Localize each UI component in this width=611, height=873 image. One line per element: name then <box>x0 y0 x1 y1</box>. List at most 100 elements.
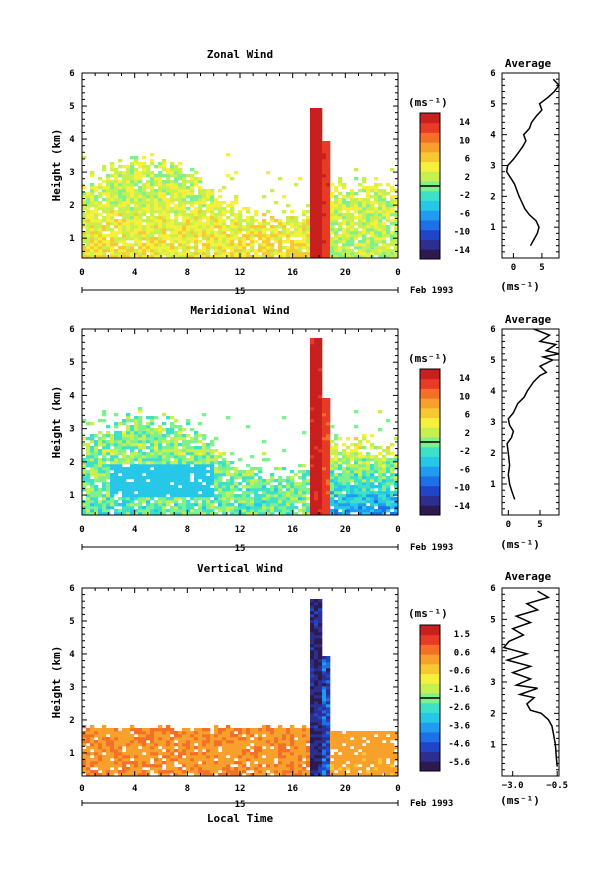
wind-cell <box>370 189 375 193</box>
wind-cell <box>242 746 247 750</box>
wind-cell <box>386 216 391 220</box>
wind-cell <box>342 252 347 256</box>
wind-cell <box>154 237 159 241</box>
wind-cell <box>226 485 231 489</box>
wind-cell <box>126 201 131 205</box>
wind-cell <box>322 213 327 217</box>
wind-cell <box>126 204 131 208</box>
wind-cell <box>318 425 323 429</box>
wind-cell <box>102 246 107 250</box>
wind-cell <box>310 440 315 444</box>
wind-cell <box>90 219 95 223</box>
wind-cell <box>306 509 311 513</box>
wind-cell <box>102 437 107 441</box>
wind-cell <box>214 252 219 256</box>
wind-cell <box>326 168 331 172</box>
wind-cell <box>138 240 143 244</box>
wind-cell <box>198 446 203 450</box>
wind-cell <box>362 455 367 459</box>
wind-cell <box>118 740 123 744</box>
wind-cell <box>322 410 327 414</box>
wind-cell <box>106 219 111 223</box>
wind-cell <box>298 773 303 777</box>
wind-cell <box>166 491 171 495</box>
wind-cell <box>322 467 327 471</box>
wind-cell <box>114 479 119 483</box>
wind-cell <box>346 225 351 229</box>
wind-cell <box>290 746 295 750</box>
wind-cell <box>182 443 187 447</box>
wind-cell <box>126 488 131 492</box>
wind-cell <box>314 189 319 193</box>
wind-cell <box>382 455 387 459</box>
wind-cell <box>90 464 95 468</box>
wind-cell <box>154 246 159 250</box>
wind-cell <box>314 359 319 363</box>
wind-cell <box>166 482 171 486</box>
wind-cell <box>162 746 167 750</box>
wind-cell <box>118 443 123 447</box>
wind-cell <box>186 479 191 483</box>
wind-cell <box>294 222 299 226</box>
wind-cell <box>206 255 211 259</box>
wind-cell <box>162 497 167 501</box>
wind-cell <box>194 482 199 486</box>
wind-cell <box>378 231 383 235</box>
wind-cell <box>250 228 255 232</box>
wind-cell <box>366 243 371 247</box>
wind-cell <box>250 476 255 480</box>
wind-cell <box>242 509 247 513</box>
wind-cell <box>162 734 167 738</box>
wind-cell <box>310 144 315 148</box>
wind-cell <box>314 120 319 124</box>
wind-cell <box>150 764 155 768</box>
wind-cell <box>350 234 355 238</box>
wind-cell <box>190 494 195 498</box>
wind-cell <box>162 773 167 777</box>
wind-cell <box>86 740 91 744</box>
wind-cell <box>134 737 139 741</box>
wind-cell <box>122 767 127 771</box>
wind-cell <box>222 503 227 507</box>
wind-cell <box>178 204 183 208</box>
wind-cell <box>290 234 295 238</box>
wind-cell <box>186 419 191 423</box>
wind-cell <box>222 452 227 456</box>
wind-cell <box>190 752 195 756</box>
wind-cell <box>142 770 147 774</box>
wind-cell <box>310 183 315 187</box>
wind-cell <box>258 234 263 238</box>
wind-cell <box>150 216 155 220</box>
wind-cell <box>314 764 319 768</box>
wind-cell <box>230 731 235 735</box>
wind-cell <box>330 210 335 214</box>
wind-cell <box>230 503 235 507</box>
wind-cell <box>226 488 231 492</box>
wind-cell <box>354 237 359 241</box>
wind-cell <box>278 237 283 241</box>
wind-cell <box>314 192 319 196</box>
wind-cell <box>314 177 319 181</box>
colorbar-swatch <box>420 398 440 409</box>
wind-cell <box>394 506 399 510</box>
wind-cell <box>318 455 323 459</box>
wind-cell <box>106 440 111 444</box>
wind-cell <box>198 743 203 747</box>
wind-cell <box>234 222 239 226</box>
wind-cell <box>126 186 131 190</box>
wind-cell <box>334 491 339 495</box>
wind-cell <box>286 767 291 771</box>
wind-cell <box>122 183 127 187</box>
wind-cell <box>222 249 227 253</box>
wind-cell <box>314 159 319 163</box>
wind-cell <box>358 512 363 516</box>
wind-cell <box>94 440 99 444</box>
wind-cell <box>330 479 335 483</box>
wind-cell <box>338 482 343 486</box>
wind-cell <box>110 204 115 208</box>
wind-cell <box>218 731 223 735</box>
wind-cell <box>158 219 163 223</box>
wind-cell <box>202 470 207 474</box>
colorbar-swatch <box>420 190 440 201</box>
wind-cell <box>186 731 191 735</box>
